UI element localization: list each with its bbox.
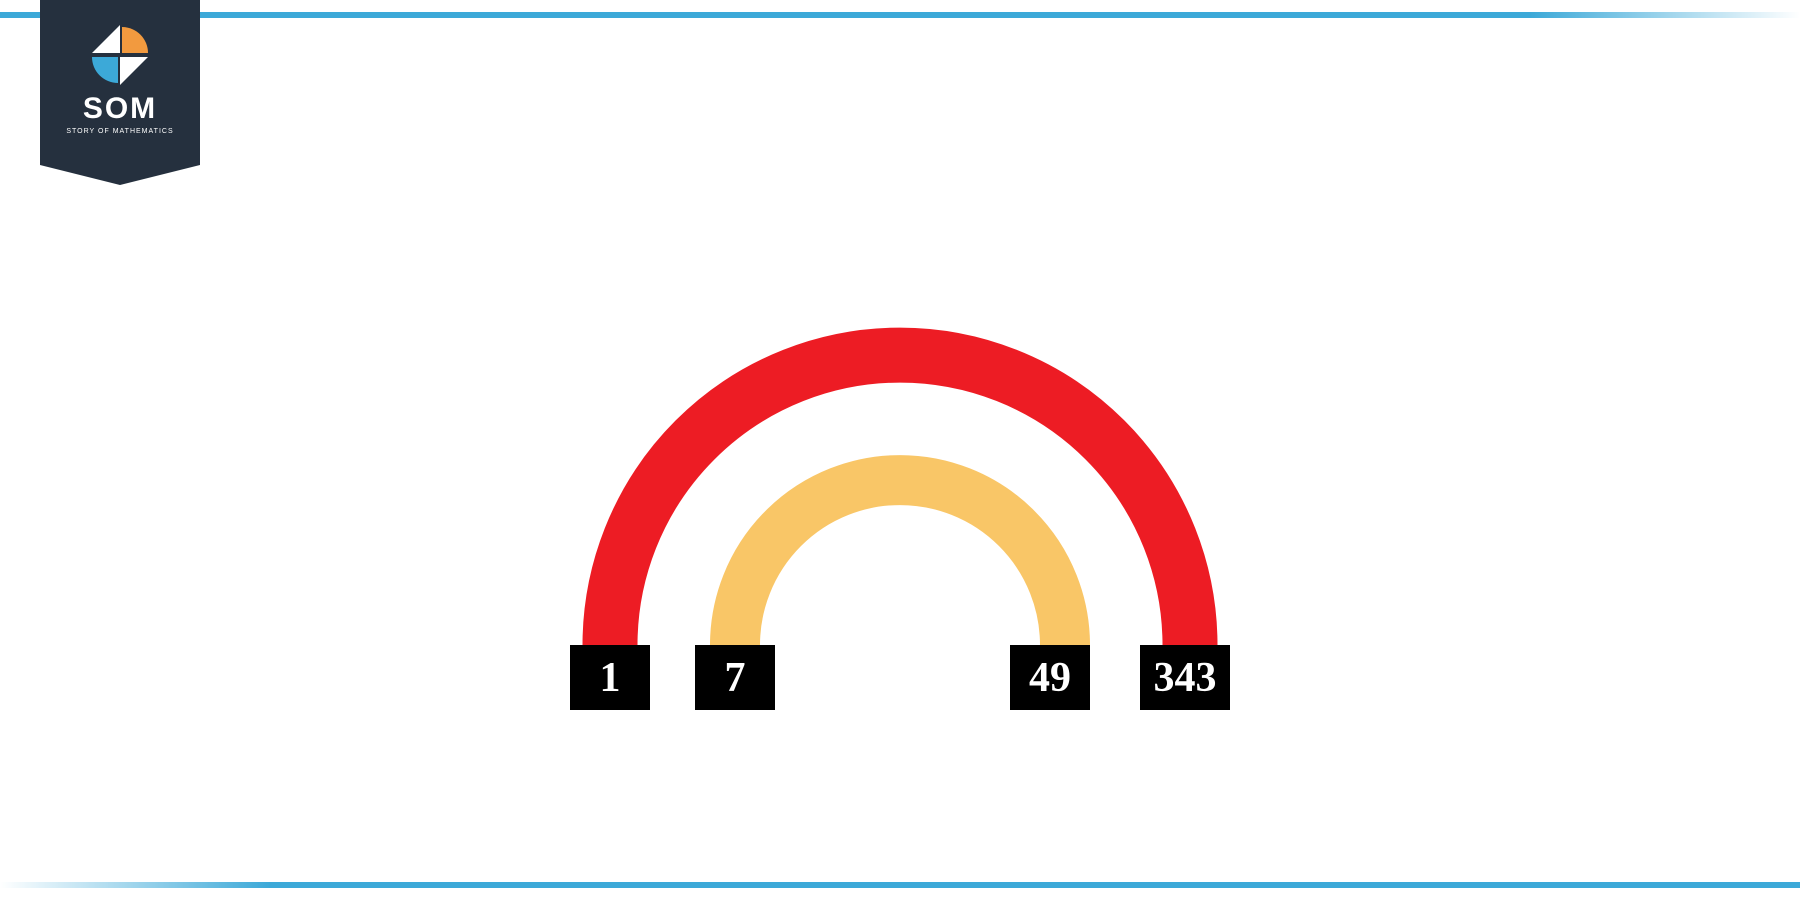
top-border-line xyxy=(0,12,1800,18)
logo-badge: SOM STORY OF MATHEMATICS xyxy=(40,0,200,165)
labels-row: 1 7 49 343 xyxy=(580,645,1220,710)
factor-rainbow-diagram: 1 7 49 343 xyxy=(580,310,1220,710)
som-logo-icon xyxy=(90,25,150,85)
logo-main-text: SOM xyxy=(40,92,200,126)
inner-arc xyxy=(735,480,1065,645)
arcs-svg xyxy=(580,310,1220,650)
bottom-border-line xyxy=(0,882,1800,888)
factor-label-4: 343 xyxy=(1140,645,1230,710)
factor-label-2: 7 xyxy=(695,645,775,710)
factor-label-3: 49 xyxy=(1010,645,1090,710)
logo-sub-text: STORY OF MATHEMATICS xyxy=(40,128,200,135)
factor-label-1: 1 xyxy=(570,645,650,710)
